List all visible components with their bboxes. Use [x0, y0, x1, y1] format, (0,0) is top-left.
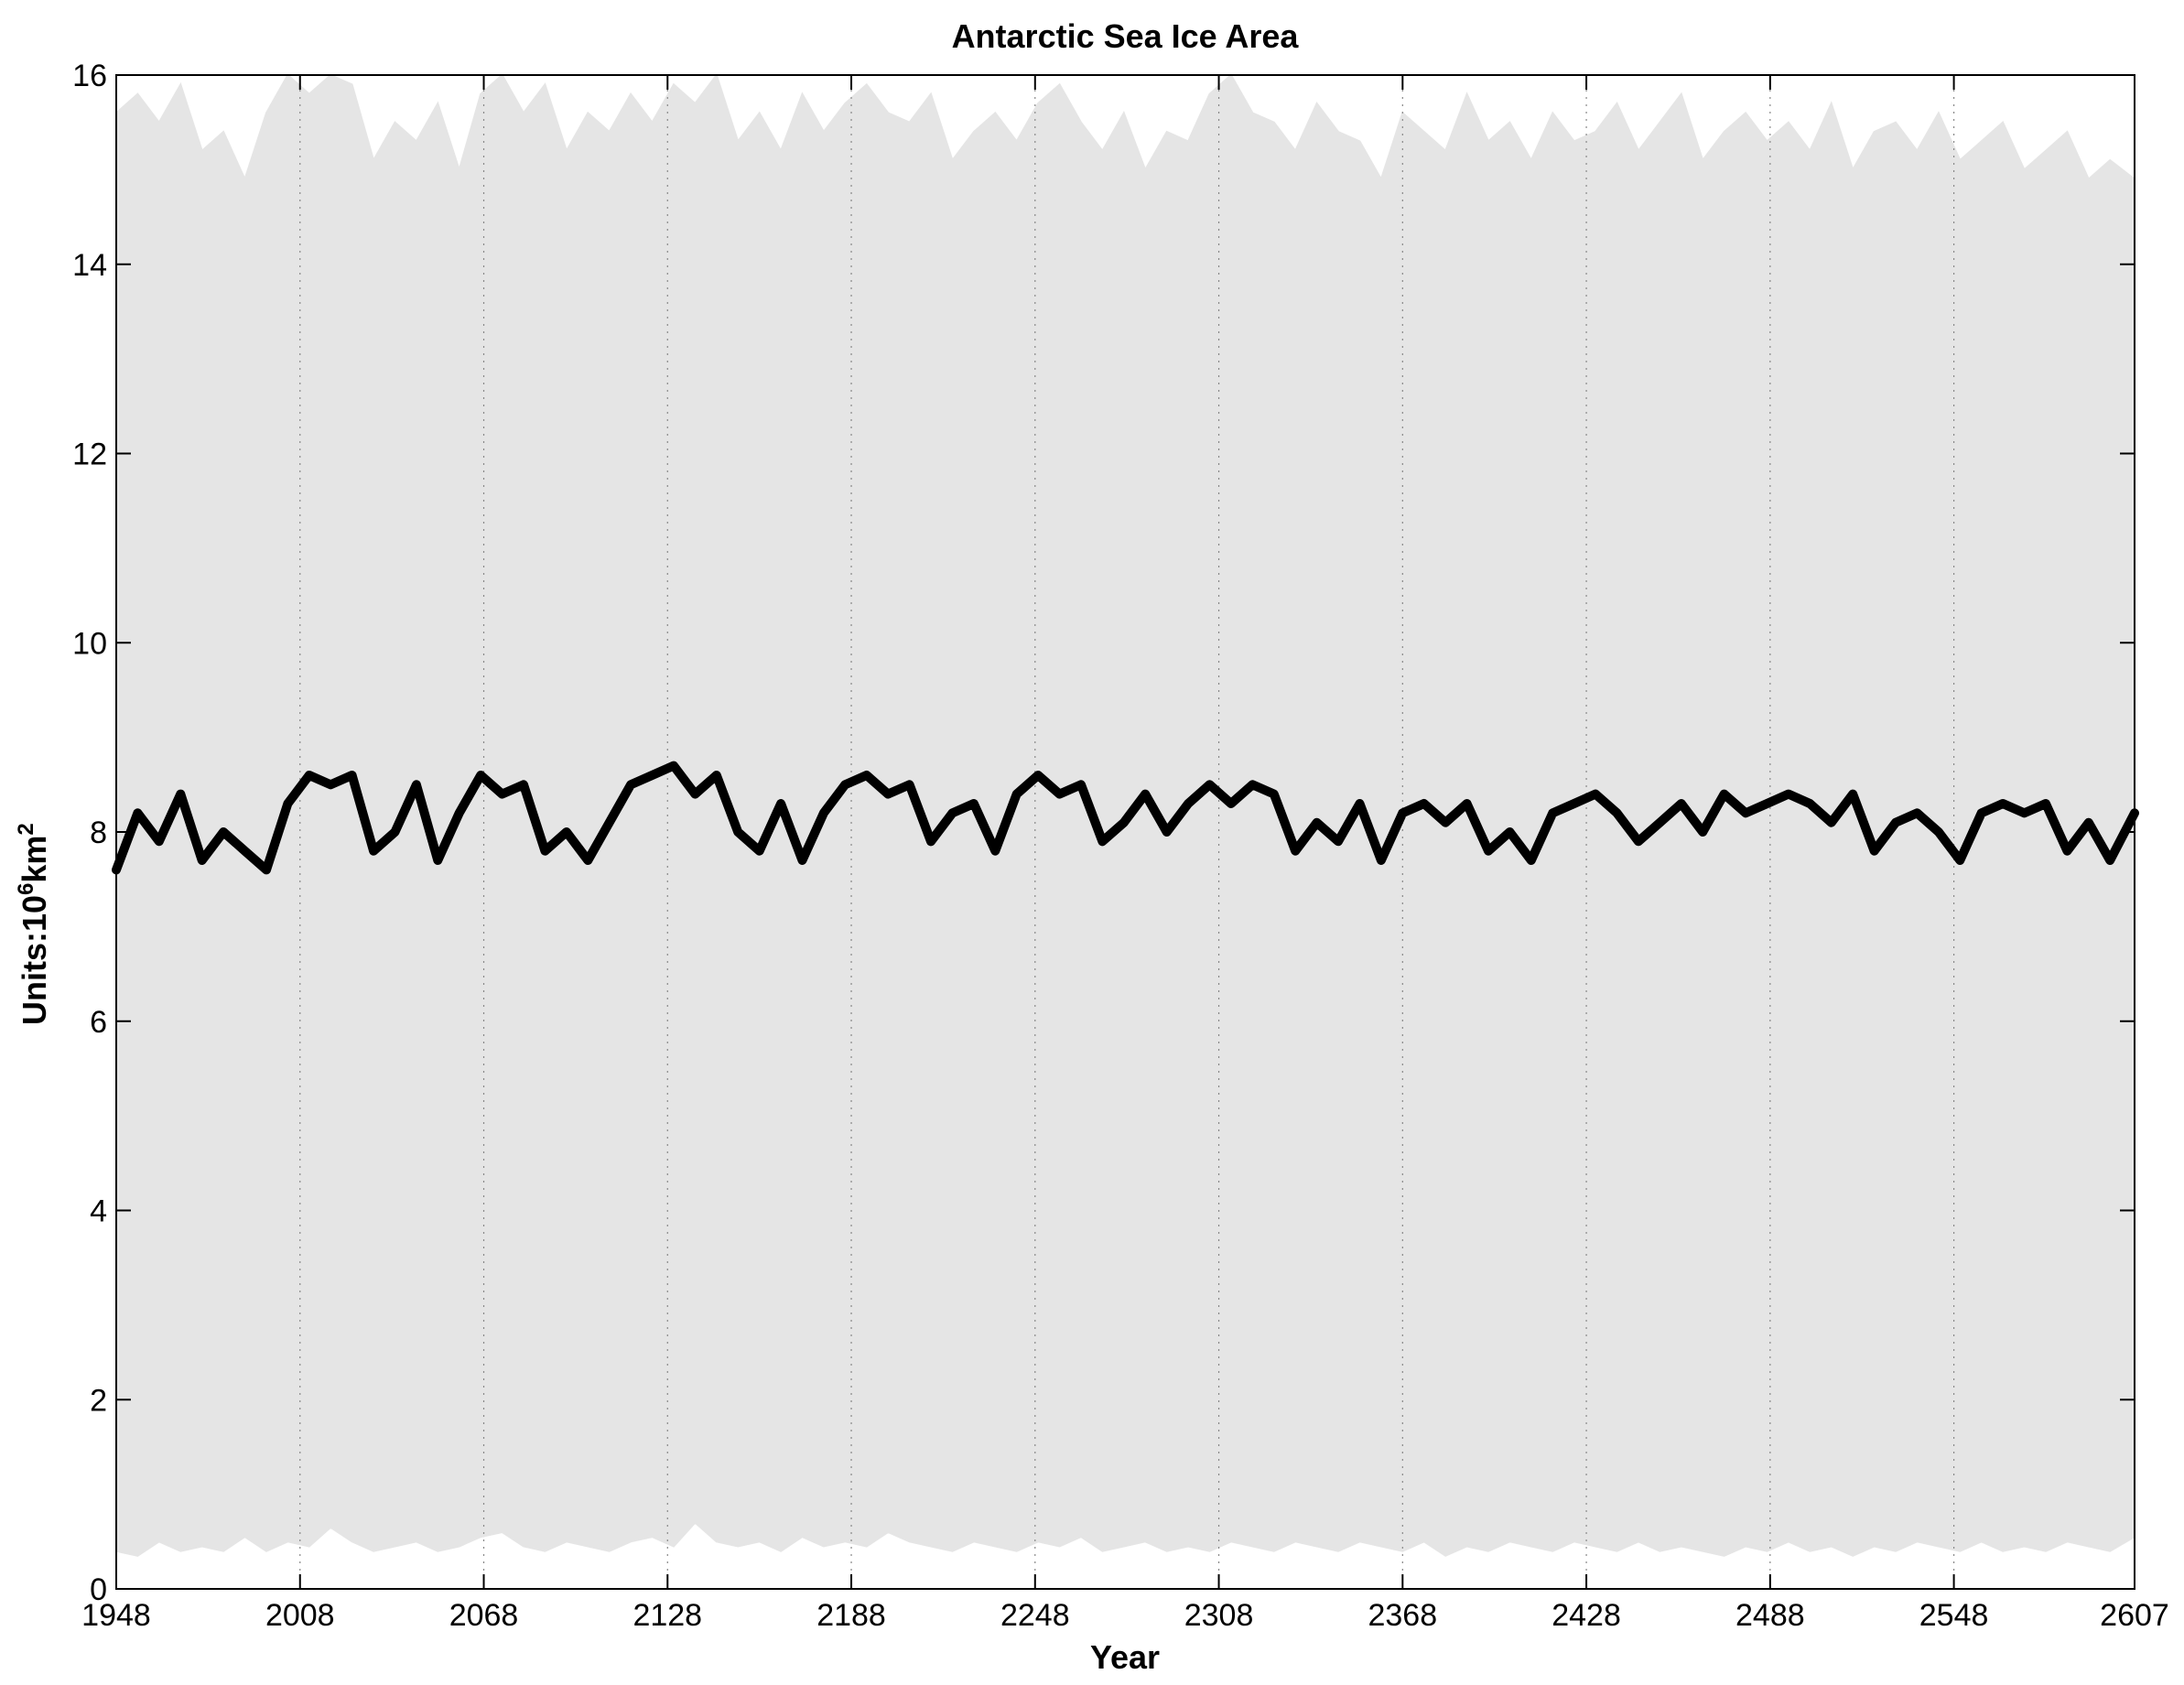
- x-tick-label: 2607: [2100, 1598, 2169, 1633]
- y-tick-label: 14: [72, 248, 107, 283]
- x-tick-label: 2548: [1919, 1598, 1989, 1633]
- y-tick-label: 16: [72, 59, 107, 93]
- x-axis-title: Year: [1090, 1638, 1160, 1676]
- x-tick-label: 2128: [632, 1598, 702, 1633]
- y-axis-title: Units:106km2: [14, 823, 53, 1025]
- y-tick-label: 8: [90, 815, 107, 850]
- x-tick-label: 2068: [449, 1598, 519, 1633]
- x-tick-label: 1948: [81, 1598, 151, 1633]
- x-tick-labels: 1948 2008 2068 2128 2188 2248 2308 2368 2428 2488…: [81, 1598, 2169, 1633]
- annual-mean-series: [112, 761, 2139, 875]
- y-axis-title-unit-exponent: 2: [14, 823, 38, 835]
- x-tick-label: 2488: [1735, 1598, 1805, 1633]
- annual-mean-line: [112, 761, 2139, 875]
- x-tick-label: 2188: [816, 1598, 886, 1633]
- y-tick-label: 0: [90, 1572, 107, 1607]
- x-tick-label: 2008: [265, 1598, 335, 1633]
- y-tick-label: 10: [72, 626, 107, 661]
- y-axis-title-unit: km: [16, 836, 53, 883]
- y-tick-labels: 0 2 4 6 8 10 12 14 16: [72, 59, 107, 1607]
- y-axis-title-base: Units:10: [16, 895, 53, 1025]
- y-tick-label: 2: [90, 1383, 107, 1418]
- x-tick-label: 2308: [1184, 1598, 1254, 1633]
- x-tick-label: 2368: [1368, 1598, 1437, 1633]
- y-tick-label: 12: [72, 437, 107, 472]
- plot-axes: [115, 74, 2135, 1590]
- y-axis-title-exponent: 6: [14, 883, 38, 895]
- y-tick-label: 6: [90, 1005, 107, 1040]
- x-tick-label: 2428: [1552, 1598, 1621, 1633]
- y-tick-label: 4: [90, 1194, 107, 1229]
- x-tick-label: 2248: [1000, 1598, 1070, 1633]
- chart-title: Antarctic Sea Ice Area: [952, 17, 1300, 55]
